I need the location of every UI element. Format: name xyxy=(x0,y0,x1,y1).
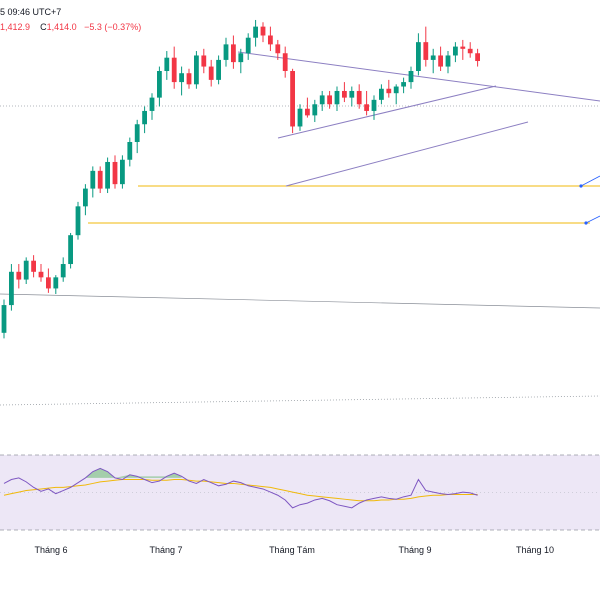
candle-body xyxy=(149,97,155,111)
candle-body xyxy=(75,206,81,236)
candle-body xyxy=(408,71,414,83)
candle-body xyxy=(201,55,207,67)
close-value: 1,414.0 xyxy=(46,22,77,32)
candle-body xyxy=(23,260,29,280)
candle-body xyxy=(83,188,88,207)
candle-body xyxy=(342,90,347,98)
candle-body xyxy=(334,90,340,105)
candle-body xyxy=(231,44,236,63)
candle-body xyxy=(312,104,318,116)
candle-body xyxy=(253,26,258,38)
candle-body xyxy=(401,82,406,87)
projection-arrow xyxy=(580,175,600,187)
candle-body xyxy=(305,108,310,116)
candle-body xyxy=(216,59,221,80)
candle-body xyxy=(423,42,429,60)
candle-body xyxy=(60,264,66,278)
x-tick-label: Tháng Tám xyxy=(269,545,315,555)
candle-body xyxy=(416,42,421,71)
close-label: C xyxy=(40,22,47,32)
time-axis: Tháng 6 Tháng 7 Tháng Tám Tháng 9 Tháng … xyxy=(34,545,554,555)
candle-body xyxy=(105,161,110,189)
candle-body xyxy=(134,124,140,142)
candle-body xyxy=(112,161,118,185)
candle-body xyxy=(327,95,332,105)
chart-grid xyxy=(0,105,600,406)
candle-body xyxy=(68,235,73,265)
candle-body xyxy=(31,260,36,272)
candle-body xyxy=(171,57,177,83)
candle-body xyxy=(393,86,399,94)
candle-body xyxy=(53,277,59,289)
candle-body xyxy=(238,53,244,63)
candle-body xyxy=(38,271,44,278)
ohlc-legend: 1,412.9 C1,414.0 −5.3 (−0.37%) xyxy=(0,22,141,32)
candle-body xyxy=(460,46,466,49)
x-tick-label: Tháng 6 xyxy=(34,545,67,555)
x-tick-label: Tháng 10 xyxy=(516,545,554,555)
candle-body xyxy=(275,44,281,54)
candle-body xyxy=(290,71,295,127)
candle-body xyxy=(127,142,133,160)
change-value: −5.3 (−0.37%) xyxy=(84,22,142,32)
lower-dotted-line xyxy=(0,395,600,406)
rsi-line xyxy=(3,467,478,509)
candle-body xyxy=(386,88,392,94)
candle-body xyxy=(349,90,355,98)
candle-body xyxy=(371,99,377,111)
candle-body xyxy=(453,46,458,56)
drawing-tools xyxy=(88,51,600,225)
rsi-moving-average-line xyxy=(3,479,478,502)
candle-body xyxy=(9,271,14,306)
candle-body xyxy=(194,55,199,85)
candle-body xyxy=(268,35,273,45)
candle-body xyxy=(282,53,288,71)
triangle-upper-line xyxy=(237,51,600,102)
candle-body xyxy=(364,104,369,111)
header-time: 5 09:46 UTC+7 xyxy=(0,7,62,17)
candle-body xyxy=(467,48,473,54)
candle-body xyxy=(475,53,480,62)
candle-body xyxy=(438,55,443,67)
candle-body xyxy=(179,73,184,83)
candle-body xyxy=(430,55,436,60)
x-tick-label: Tháng 9 xyxy=(398,545,431,555)
candlestick-series xyxy=(1,19,480,339)
candle-body xyxy=(445,55,451,67)
candle-body xyxy=(260,26,266,36)
long-trendline xyxy=(0,293,600,309)
candle-body xyxy=(319,95,325,105)
candle-body xyxy=(356,90,362,105)
candle-body xyxy=(208,66,214,80)
candle-body xyxy=(97,170,103,189)
rsi-overbought-fill xyxy=(18,468,182,478)
channel-lower-line xyxy=(285,121,529,187)
candle-body xyxy=(16,271,22,280)
candle-body xyxy=(379,88,384,100)
projection-arrow xyxy=(585,215,600,224)
candle-body xyxy=(297,108,303,127)
candle-body xyxy=(164,57,170,71)
rsi-pane xyxy=(0,454,600,531)
candle-body xyxy=(120,159,125,185)
candle-body xyxy=(223,44,229,60)
candle-body xyxy=(46,277,51,289)
candle-body xyxy=(245,37,251,54)
candle-body xyxy=(1,305,7,333)
candle-body xyxy=(186,73,192,85)
candle-body xyxy=(142,110,147,125)
low-value: 1,412.9 xyxy=(0,22,31,32)
candle-body xyxy=(90,170,96,189)
channel-upper-line xyxy=(277,85,497,139)
x-tick-label: Tháng 7 xyxy=(149,545,182,555)
candle-body xyxy=(157,71,162,98)
